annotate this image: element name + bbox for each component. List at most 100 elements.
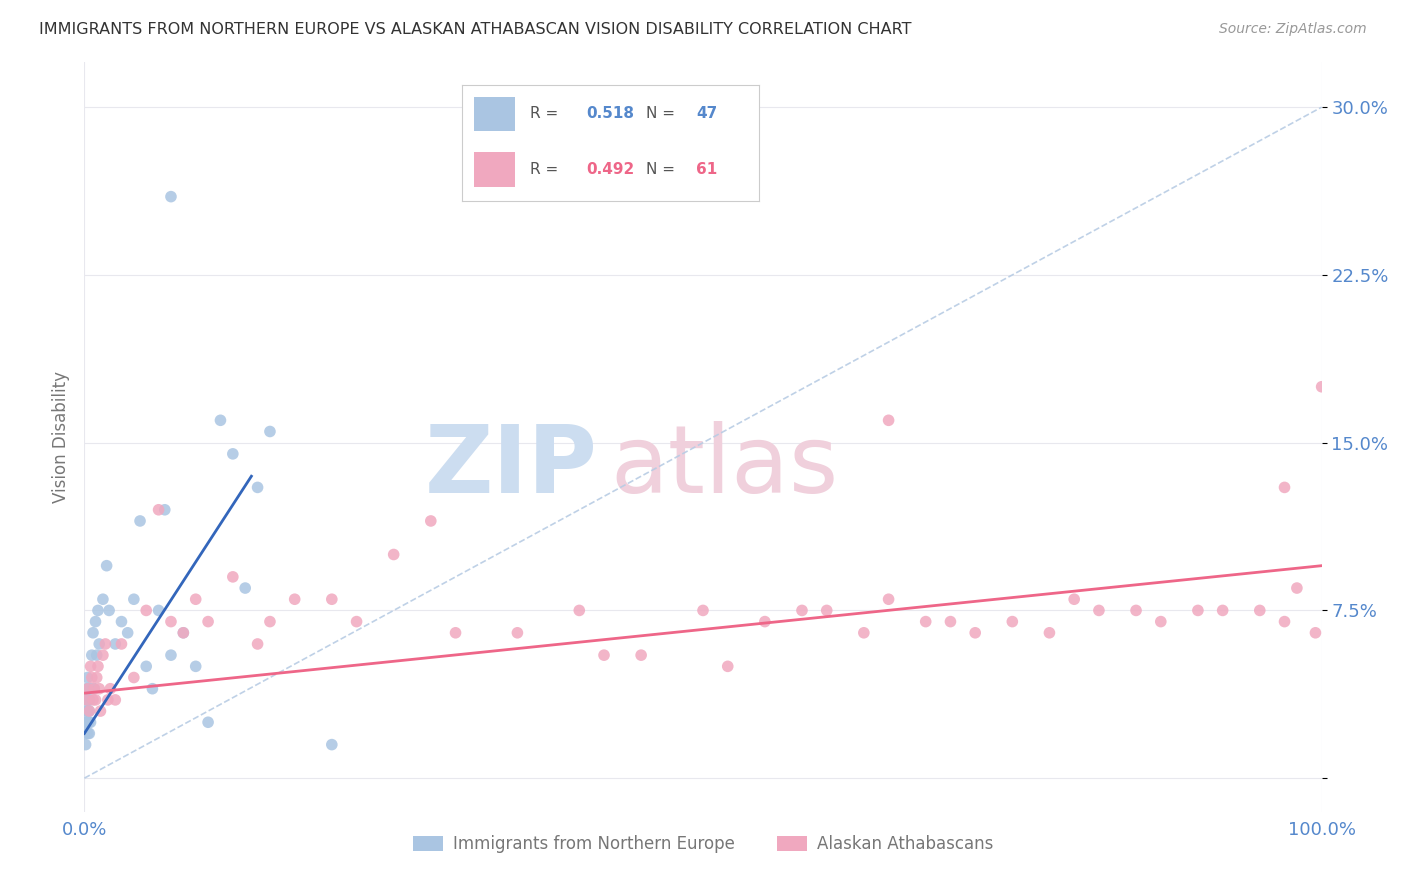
Point [82, 625, 104, 640]
Point [160, 648, 183, 662]
Point [1305, 625, 1327, 640]
Legend: Immigrants from Northern Europe, Alaskan Athabascans: Immigrants from Northern Europe, Alaskan… [406, 829, 1000, 860]
Point [79, 704, 101, 718]
Point [110, 615, 132, 629]
Point [83, 681, 105, 696]
Point [98, 603, 121, 617]
Point [346, 615, 368, 629]
Point [246, 480, 269, 494]
Point [80, 648, 103, 662]
Point [83, 681, 105, 696]
Point [75, 693, 97, 707]
Point [568, 603, 591, 617]
Point [82, 693, 104, 707]
Point [717, 659, 740, 673]
Point [87, 603, 110, 617]
Point [1274, 480, 1296, 494]
Point [877, 592, 900, 607]
Point [86, 648, 108, 662]
Point [939, 615, 962, 629]
Point [135, 603, 157, 617]
Point [1088, 603, 1111, 617]
Point [160, 189, 183, 203]
Point [160, 615, 183, 629]
Point [79, 704, 101, 718]
Point [77, 715, 100, 730]
Point [76, 693, 98, 707]
Point [77, 693, 100, 707]
Point [172, 625, 194, 640]
Point [77, 726, 100, 740]
Point [129, 514, 152, 528]
Point [122, 671, 145, 685]
Point [259, 425, 281, 439]
Point [382, 548, 405, 562]
Point [852, 625, 875, 640]
Point [172, 625, 194, 640]
Point [593, 648, 616, 662]
Point [321, 592, 343, 607]
Point [790, 603, 813, 617]
Point [1063, 592, 1085, 607]
Point [104, 693, 127, 707]
Point [209, 413, 232, 427]
Point [97, 693, 120, 707]
Point [84, 693, 107, 707]
Point [321, 738, 343, 752]
Point [754, 615, 776, 629]
Point [197, 715, 219, 730]
Point [135, 659, 157, 673]
Point [1212, 603, 1234, 617]
Point [79, 715, 101, 730]
Point [419, 514, 441, 528]
Point [104, 637, 127, 651]
Point [184, 592, 207, 607]
Text: atlas: atlas [610, 421, 838, 513]
Point [184, 659, 207, 673]
Point [79, 693, 101, 707]
Point [76, 715, 98, 730]
Point [91, 592, 114, 607]
Point [877, 413, 900, 427]
Point [692, 603, 714, 617]
Text: Source: ZipAtlas.com: Source: ZipAtlas.com [1219, 22, 1367, 37]
Point [222, 570, 245, 584]
Point [96, 558, 118, 573]
Text: ZIP: ZIP [425, 421, 598, 513]
Point [148, 502, 170, 516]
Text: IMMIGRANTS FROM NORTHERN EUROPE VS ALASKAN ATHABASCAN VISION DISABILITY CORRELAT: IMMIGRANTS FROM NORTHERN EUROPE VS ALASK… [39, 22, 912, 37]
Point [75, 715, 97, 730]
Point [284, 592, 307, 607]
Point [153, 502, 176, 516]
Y-axis label: Vision Disability: Vision Disability [52, 371, 70, 503]
Point [1001, 615, 1024, 629]
Point [630, 648, 652, 662]
Point [79, 681, 101, 696]
Point [75, 726, 97, 740]
Point [79, 659, 101, 673]
Point [75, 738, 97, 752]
Point [506, 625, 529, 640]
Point [77, 681, 100, 696]
Point [87, 659, 110, 673]
Point [259, 615, 281, 629]
Point [76, 671, 98, 685]
Point [91, 648, 114, 662]
Point [233, 581, 256, 595]
Point [86, 671, 108, 685]
Point [84, 615, 107, 629]
Point [79, 726, 101, 740]
Point [122, 592, 145, 607]
Point [1310, 380, 1333, 394]
Point [197, 615, 219, 629]
Point [1038, 625, 1060, 640]
Point [444, 625, 467, 640]
Point [141, 681, 163, 696]
Point [1187, 603, 1209, 617]
Point [94, 637, 117, 651]
Point [1249, 603, 1271, 617]
Point [1285, 581, 1308, 595]
Point [246, 637, 269, 651]
Point [89, 637, 111, 651]
Point [1125, 603, 1147, 617]
